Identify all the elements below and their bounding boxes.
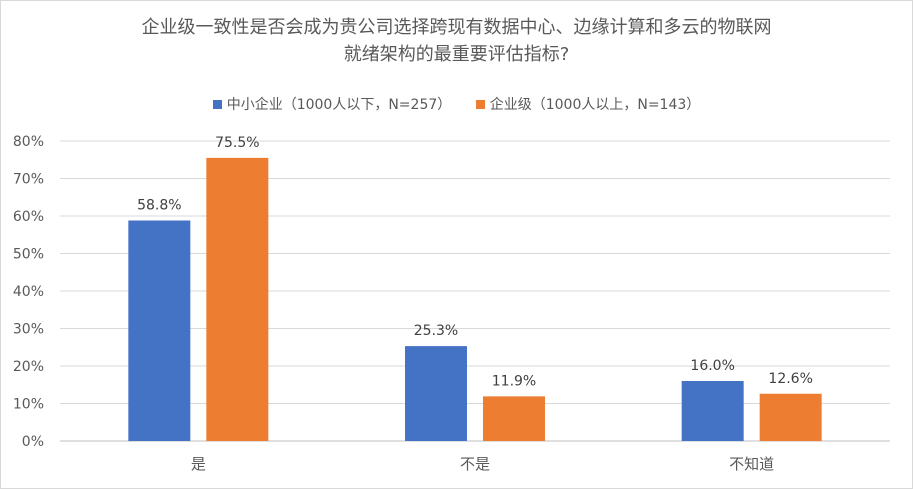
- legend-item-sme: 中小企业（1000人以下，N=257）: [212, 94, 452, 114]
- data-label: 25.3%: [414, 323, 458, 339]
- legend-swatch-sme: [212, 99, 222, 109]
- y-tick-label: 70%: [13, 172, 44, 188]
- y-tick-label: 20%: [13, 359, 44, 375]
- y-tick-label: 0%: [22, 434, 44, 450]
- legend-label-sme: 中小企业（1000人以下，N=257）: [226, 97, 452, 113]
- x-tick-label: 是: [191, 455, 206, 473]
- data-label: 11.9%: [492, 373, 536, 389]
- bar: [405, 346, 467, 441]
- data-label: 75.5%: [215, 135, 259, 151]
- y-tick-label: 60%: [13, 209, 44, 225]
- legend-label-enterprise: 企业级（1000人以上，N=143）: [489, 97, 701, 113]
- chart-title: 企业级一致性是否会成为贵公司选择跨现有数据中心、边缘计算和多云的物联网 就绪架构…: [0, 14, 913, 68]
- bar: [128, 220, 191, 441]
- legend-item-enterprise: 企业级（1000人以上，N=143）: [475, 94, 701, 114]
- y-tick-label: 40%: [13, 284, 44, 300]
- data-label: 16.0%: [690, 358, 734, 374]
- y-tick-label: 10%: [13, 397, 44, 413]
- bar: [759, 393, 822, 441]
- chart-title-line-2: 就绪架构的最重要评估指标?: [343, 44, 570, 65]
- bar: [483, 396, 545, 441]
- bar: [681, 381, 744, 441]
- y-tick-label: 80%: [13, 134, 44, 150]
- x-tick-label: 不是: [460, 455, 490, 473]
- y-tick-label: 50%: [13, 247, 44, 263]
- data-label: 58.8%: [137, 198, 181, 214]
- legend-swatch-enterprise: [475, 99, 485, 109]
- data-label: 12.6%: [768, 371, 812, 387]
- chart-title-line-1: 企业级一致性是否会成为贵公司选择跨现有数据中心、边缘计算和多云的物联网: [141, 17, 772, 38]
- bar: [206, 157, 269, 441]
- x-tick-label: 不知道: [729, 455, 774, 473]
- chart-legend: 中小企业（1000人以下，N=257） 企业级（1000人以上，N=143）: [0, 94, 913, 114]
- y-tick-label: 30%: [13, 322, 44, 338]
